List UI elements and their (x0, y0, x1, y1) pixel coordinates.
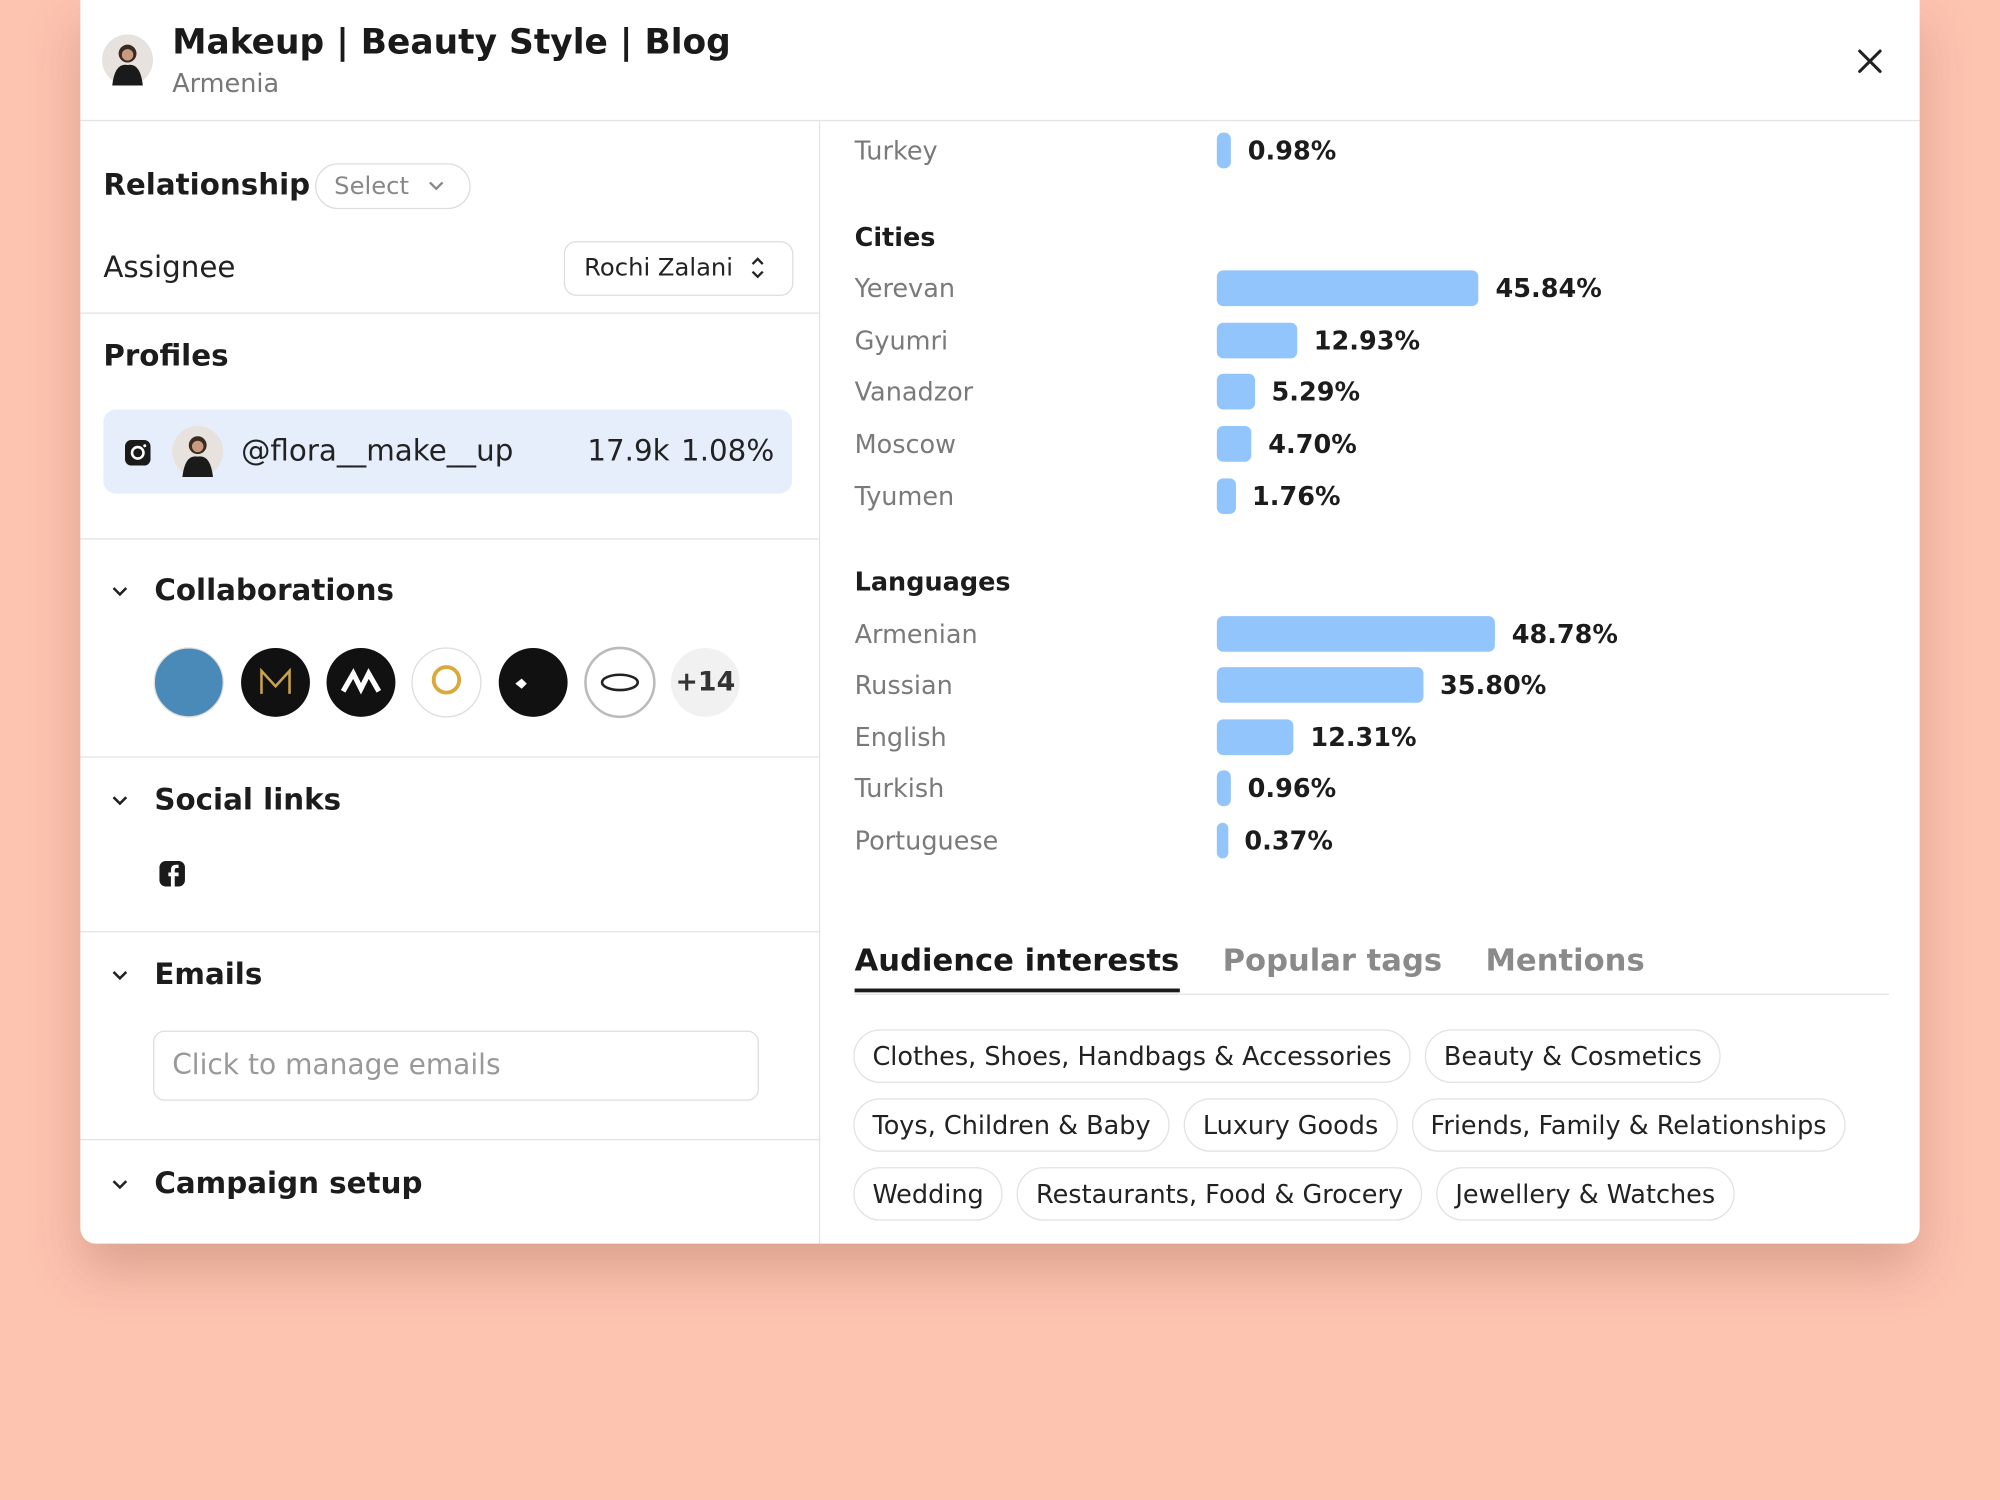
relationship-label: Relationship (103, 169, 311, 203)
bar (1216, 426, 1252, 462)
value-label: 45.84% (1495, 272, 1602, 304)
interest-list: Clothes, Shoes, Handbags & Accessories Be… (853, 1029, 1848, 1221)
facebook-icon[interactable] (158, 860, 186, 888)
interest-chip[interactable]: Toys, Children & Baby (853, 1098, 1170, 1152)
campaign-setup-title: Campaign setup (154, 1167, 423, 1201)
section-title: Cities (854, 221, 936, 253)
bar (1216, 616, 1496, 652)
assignee-select[interactable]: Rochi Zalani (563, 241, 794, 296)
value-label: 1.76% (1252, 480, 1341, 512)
row-label: English (854, 721, 947, 753)
close-button[interactable] (1857, 48, 1883, 74)
chevron[interactable] (111, 968, 129, 983)
profiles-title: Profiles (103, 339, 229, 374)
chevron (429, 181, 444, 191)
interest-chip[interactable]: Friends, Family & Relationships (1411, 1098, 1846, 1152)
divider (80, 931, 819, 933)
collaborations-more[interactable]: +14 (675, 666, 736, 698)
value-label: 35.80% (1440, 669, 1547, 701)
bar (1216, 322, 1298, 359)
emails-input[interactable]: Click to manage emails (153, 1030, 759, 1101)
bar (1216, 270, 1479, 307)
divider (818, 121, 821, 1244)
row-label: Yerevan (854, 272, 956, 304)
divider (80, 119, 1920, 122)
bar (1216, 667, 1424, 703)
divider (80, 1139, 819, 1141)
row-label: Vanadzor (854, 376, 974, 407)
row-label: Turkey (854, 135, 938, 166)
social-links-title: Social links (154, 783, 342, 817)
avatar (102, 34, 154, 86)
row-label: Tyumen (854, 480, 955, 512)
assignee-label: Assignee (103, 251, 236, 285)
select-text: Select (334, 172, 409, 201)
tab-indicator (854, 988, 1180, 993)
emails-placeholder: Click to manage emails (172, 1049, 501, 1082)
row-label: Moscow (854, 428, 957, 460)
row-label: Gyumri (854, 325, 949, 356)
assignee-value: Rochi Zalani (584, 253, 734, 282)
section-title: Languages (854, 566, 1011, 597)
chevron[interactable] (111, 1177, 129, 1192)
bar (1216, 719, 1294, 756)
subtitle: Armenia (172, 67, 280, 99)
interest-chip[interactable]: Beauty & Cosmetics (1424, 1029, 1721, 1083)
chevron[interactable] (111, 584, 129, 599)
collaborations-title: Collaborations (154, 574, 394, 608)
value-label: 12.93% (1313, 325, 1421, 356)
divider (80, 312, 819, 314)
chevron[interactable] (111, 793, 129, 808)
bar (1216, 132, 1232, 169)
interest-chip[interactable]: Luxury Goods (1183, 1098, 1398, 1152)
bar (1216, 770, 1232, 807)
interest-chip[interactable]: Jewellery & Watches (1436, 1167, 1735, 1221)
profile-avatar (172, 426, 224, 478)
tab[interactable]: Audience interests (854, 942, 1180, 979)
divider (80, 756, 819, 758)
interest-chip[interactable]: Wedding (853, 1167, 1003, 1221)
interest-chip[interactable]: Restaurants, Food & Grocery (1016, 1167, 1423, 1221)
bar (1216, 822, 1228, 859)
value-label: 0.37% (1244, 825, 1333, 856)
relationship-select[interactable]: Select (315, 163, 471, 210)
title: Makeup | Beauty Style | Blog (172, 22, 731, 63)
interest-chip[interactable]: Clothes, Shoes, Handbags & Accessories (853, 1029, 1411, 1083)
value-label: 5.29% (1271, 376, 1361, 407)
row-label: Portuguese (854, 825, 999, 856)
row-label: Turkish (854, 772, 945, 804)
profile-handle: @flora__make__up (241, 434, 514, 469)
profile-modal: Makeup | Beauty Style | Blog Armenia Rel… (80, 0, 1920, 1244)
bar (1216, 373, 1255, 410)
profile-row[interactable]: @flora__make__up 17.9k 1.08% (103, 409, 793, 494)
value-label: 48.78% (1511, 618, 1619, 650)
value-label: 0.98% (1247, 135, 1337, 166)
updown-icon (751, 257, 764, 279)
value-label: 0.96% (1247, 772, 1337, 804)
bar (1216, 478, 1236, 515)
emails-title: Emails (154, 958, 263, 992)
value-label: 4.70% (1268, 428, 1357, 460)
instagram-icon (124, 440, 151, 466)
value-label: 12.31% (1310, 721, 1417, 753)
collaboration-logos (153, 646, 740, 719)
tab[interactable]: Popular tags (1222, 942, 1443, 979)
profile-followers: 17.9k (587, 434, 670, 469)
tab[interactable]: Mentions (1485, 942, 1645, 979)
tab-divider (854, 993, 1890, 995)
row-label: Russian (854, 669, 953, 701)
profile-engagement: 1.08% (681, 434, 775, 469)
row-label: Armenian (854, 618, 978, 650)
divider (80, 538, 819, 540)
